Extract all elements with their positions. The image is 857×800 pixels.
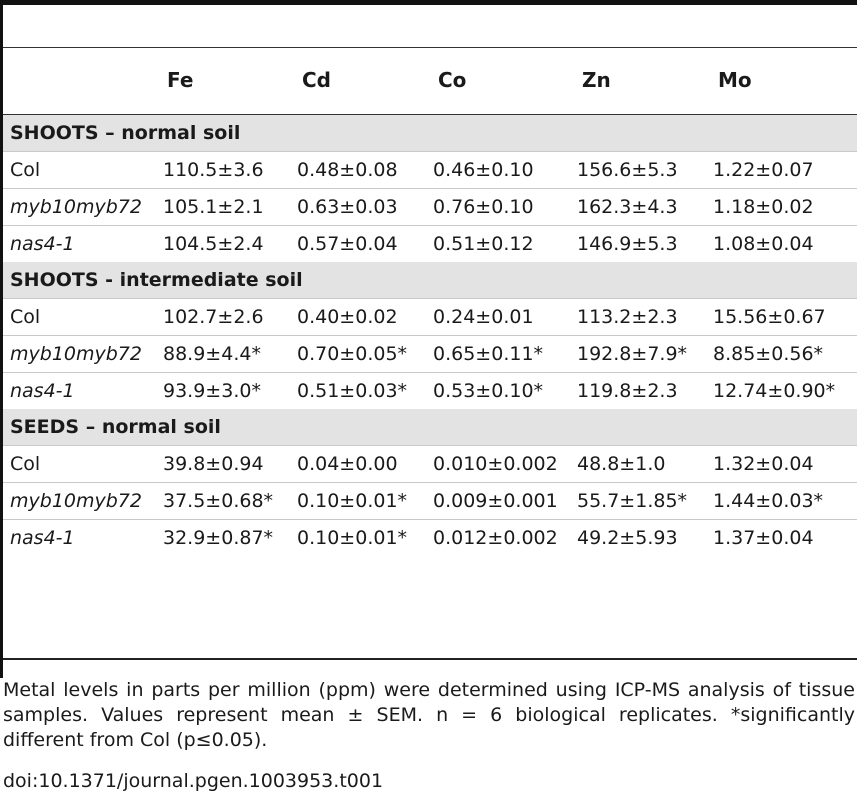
table-row: Col 102.7±2.6 0.40±0.02 0.24±0.01 113.2±2.3 1… <box>3 298 857 336</box>
top-border <box>0 0 857 5</box>
header-rule-bottom <box>3 114 857 115</box>
value-cell: 15.56±0.67 <box>713 298 857 336</box>
value-cell: 0.53±0.10* <box>433 372 577 409</box>
value-cell: 93.9±3.0* <box>163 372 297 409</box>
value-cell: 0.40±0.02 <box>297 298 433 336</box>
genotype-cell: nas4-1 <box>3 372 163 409</box>
value-cell: 192.8±7.9* <box>577 335 713 373</box>
table-row: myb10myb72 88.9±4.4* 0.70±0.05* 0.65±0.11* 1… <box>3 335 857 373</box>
value-cell: 12.74±0.90* <box>713 372 857 409</box>
genotype-cell: myb10myb72 <box>3 335 163 373</box>
value-cell: 0.24±0.01 <box>433 298 577 336</box>
section-header-row: SEEDS – normal soil <box>3 409 857 446</box>
value-cell: 0.46±0.10 <box>433 151 577 189</box>
table-bottom-rule <box>3 658 857 660</box>
value-cell: 8.85±0.56* <box>713 335 857 373</box>
value-cell: 0.51±0.12 <box>433 225 577 262</box>
table-row: myb10myb72 105.1±2.1 0.63±0.03 0.76±0.10 162… <box>3 188 857 226</box>
value-cell: 0.57±0.04 <box>297 225 433 262</box>
value-cell: 146.9±5.3 <box>577 225 713 262</box>
value-cell: 88.9±4.4* <box>163 335 297 373</box>
value-cell: 48.8±1.0 <box>577 445 713 483</box>
value-cell: 0.70±0.05* <box>297 335 433 373</box>
metal-levels-table: SHOOTS – normal soil Col 110.5±3.6 0.48±0.0… <box>3 115 857 556</box>
value-cell: 0.65±0.11* <box>433 335 577 373</box>
value-cell: 0.010±0.002 <box>433 445 577 483</box>
section-title: SHOOTS – normal soil <box>3 115 857 152</box>
value-cell: 102.7±2.6 <box>163 298 297 336</box>
table-row: Col 39.8±0.94 0.04±0.00 0.010±0.002 48.8±1.0… <box>3 445 857 483</box>
column-header-co: Co <box>438 68 467 92</box>
section-header-row: SHOOTS – normal soil <box>3 115 857 152</box>
value-cell: 0.51±0.03* <box>297 372 433 409</box>
value-cell: 156.6±5.3 <box>577 151 713 189</box>
section-title: SEEDS – normal soil <box>3 409 857 446</box>
value-cell: 0.10±0.01* <box>297 482 433 520</box>
value-cell: 1.22±0.07 <box>713 151 857 189</box>
table-row: Col 110.5±3.6 0.48±0.08 0.46±0.10 156.6±5.3 1… <box>3 151 857 189</box>
value-cell: 105.1±2.1 <box>163 188 297 226</box>
header-rule-top <box>3 47 857 48</box>
value-cell: 1.44±0.03* <box>713 482 857 520</box>
doi-link[interactable]: doi:10.1371/journal.pgen.1003953.t001 <box>3 770 384 792</box>
table-row: myb10myb72 37.5±0.68* 0.10±0.01* 0.009±0.00… <box>3 482 857 520</box>
column-header-zn: Zn <box>582 68 611 92</box>
value-cell: 37.5±0.68* <box>163 482 297 520</box>
value-cell: 0.63±0.03 <box>297 188 433 226</box>
value-cell: 49.2±5.93 <box>577 519 713 556</box>
genotype-cell: myb10myb72 <box>3 188 163 226</box>
value-cell: 1.08±0.04 <box>713 225 857 262</box>
genotype-cell: nas4-1 <box>3 519 163 556</box>
value-cell: 1.32±0.04 <box>713 445 857 483</box>
section-header-row: SHOOTS - intermediate soil <box>3 262 857 299</box>
table-footnote: Metal levels in parts per million (ppm) … <box>3 679 855 751</box>
table-row: nas4-1 32.9±0.87* 0.10±0.01* 0.012±0.002 49.… <box>3 519 857 556</box>
value-cell: 55.7±1.85* <box>577 482 713 520</box>
value-cell: 1.37±0.04 <box>713 519 857 556</box>
value-cell: 0.04±0.00 <box>297 445 433 483</box>
value-cell: 0.10±0.01* <box>297 519 433 556</box>
value-cell: 162.3±4.3 <box>577 188 713 226</box>
value-cell: 104.5±2.4 <box>163 225 297 262</box>
table-body: SHOOTS – normal soil Col 110.5±3.6 0.48±0.0… <box>3 115 857 556</box>
genotype-cell: nas4-1 <box>3 225 163 262</box>
column-header-fe: Fe <box>167 68 194 92</box>
value-cell: 0.76±0.10 <box>433 188 577 226</box>
value-cell: 32.9±0.87* <box>163 519 297 556</box>
section-title: SHOOTS - intermediate soil <box>3 262 857 299</box>
left-border <box>0 0 3 678</box>
genotype-cell: myb10myb72 <box>3 482 163 520</box>
value-cell: 113.2±2.3 <box>577 298 713 336</box>
table-row: nas4-1 93.9±3.0* 0.51±0.03* 0.53±0.10* 119.8… <box>3 372 857 409</box>
genotype-cell: Col <box>3 445 163 483</box>
value-cell: 1.18±0.02 <box>713 188 857 226</box>
column-header-cd: Cd <box>302 68 331 92</box>
genotype-cell: Col <box>3 298 163 336</box>
value-cell: 39.8±0.94 <box>163 445 297 483</box>
column-header-row: Fe Cd Co Zn Mo <box>3 48 857 114</box>
value-cell: 0.009±0.001 <box>433 482 577 520</box>
value-cell: 119.8±2.3 <box>577 372 713 409</box>
value-cell: 0.48±0.08 <box>297 151 433 189</box>
column-header-mo: Mo <box>718 68 752 92</box>
table-row: nas4-1 104.5±2.4 0.57±0.04 0.51±0.12 146.9±5… <box>3 225 857 262</box>
value-cell: 110.5±3.6 <box>163 151 297 189</box>
value-cell: 0.012±0.002 <box>433 519 577 556</box>
genotype-cell: Col <box>3 151 163 189</box>
